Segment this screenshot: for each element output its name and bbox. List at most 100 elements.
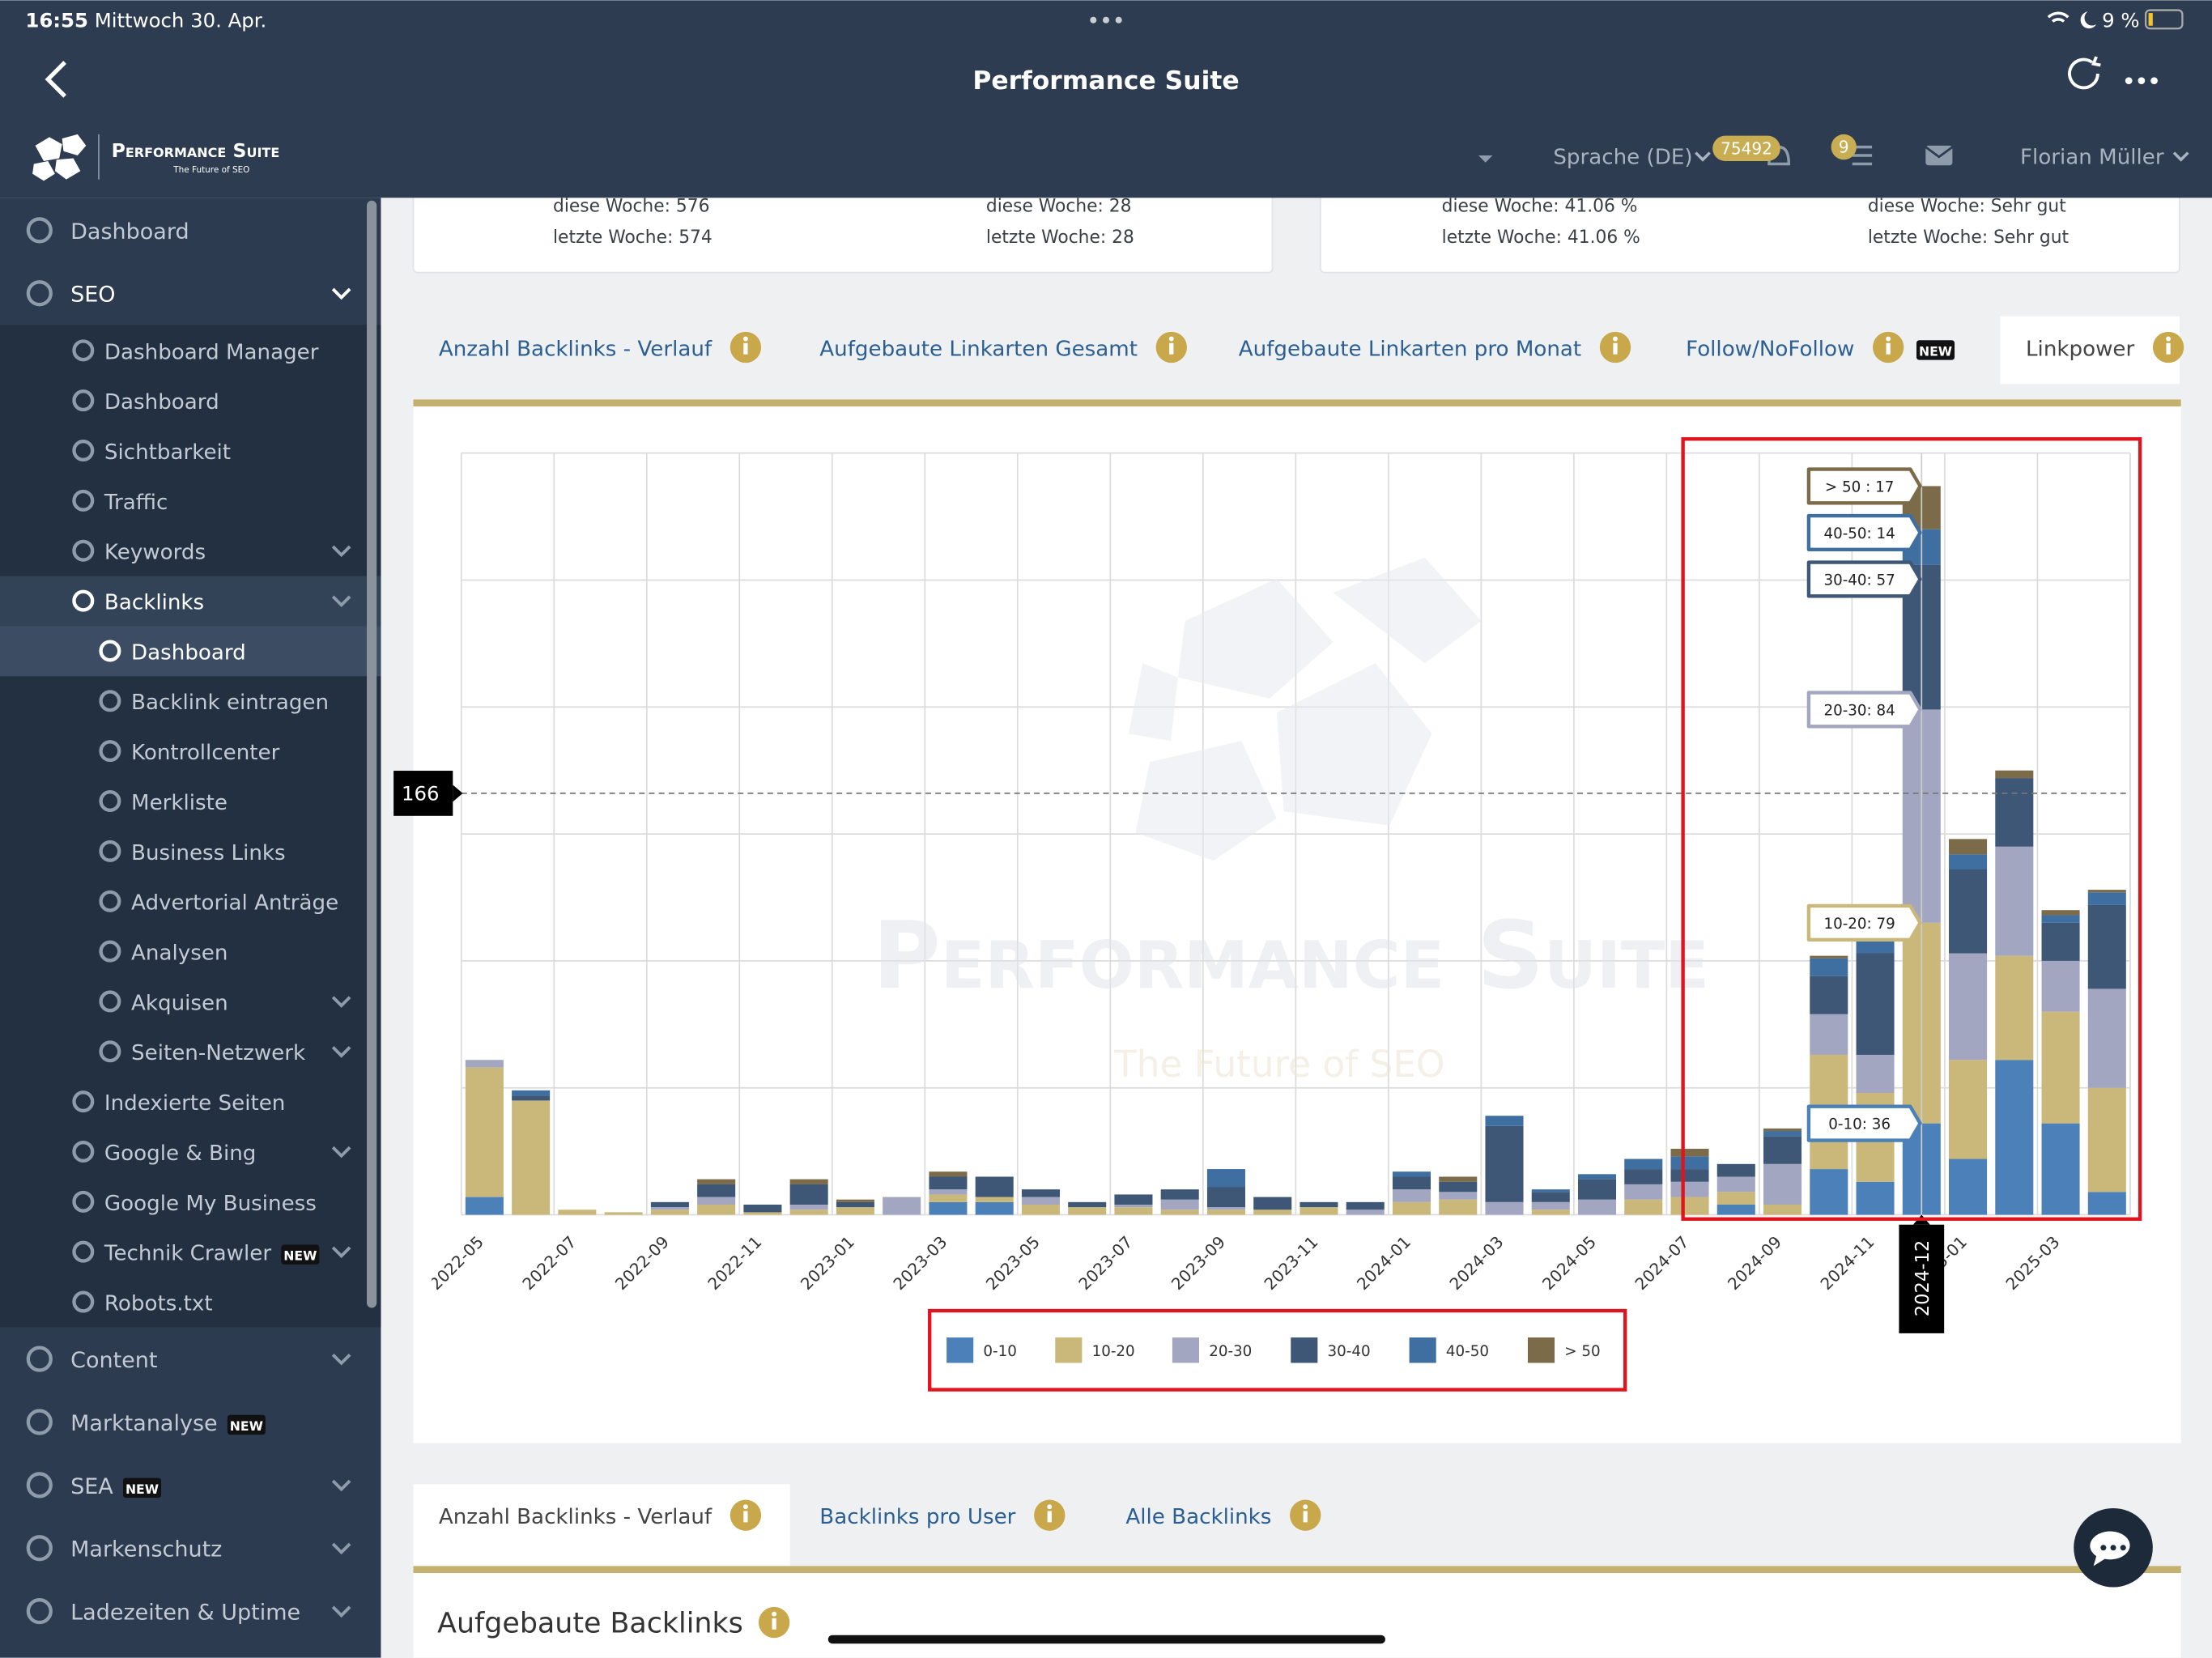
home-indicator — [827, 1635, 1385, 1644]
menu-item[interactable]: Advertorial Anträge — [131, 891, 338, 916]
menu-item[interactable]: Marktanalyse — [70, 1411, 218, 1436]
info-icon-stem — [1613, 342, 1618, 355]
menu-icon — [99, 740, 121, 763]
menu-item[interactable]: Kontrollcenter — [131, 741, 280, 765]
active-row-bg — [0, 626, 381, 677]
tab[interactable]: Backlinks pro User — [819, 1505, 1015, 1529]
task-badge — [1831, 134, 1857, 160]
tab[interactable]: Alle Backlinks — [1125, 1505, 1271, 1529]
bar-segment — [1670, 1169, 1709, 1182]
last-week: letzte Woche: 28 — [986, 227, 1134, 248]
reference-label-bg — [393, 771, 453, 816]
bar-segment — [1485, 1116, 1524, 1126]
bar-segment — [1300, 1207, 1338, 1215]
bar-segment — [512, 1100, 551, 1215]
mail-icon[interactable] — [1925, 145, 1953, 166]
menu-item[interactable]: Ladezeiten & Uptime — [70, 1601, 300, 1626]
bar-segment — [1995, 1060, 2034, 1215]
bar-segment — [2041, 915, 2080, 923]
bar-segment — [697, 1179, 736, 1184]
watermark-shape — [1276, 663, 1432, 826]
bar-segment — [1670, 1156, 1709, 1170]
back[interactable] — [45, 61, 66, 98]
menu-item[interactable]: Dashboard — [104, 390, 219, 414]
menu-item[interactable]: Analysen — [131, 942, 228, 966]
menu-item[interactable]: Indexierte Seiten — [104, 1091, 285, 1116]
bar-segment — [1716, 1204, 1755, 1215]
menu-item[interactable]: Backlinks — [104, 591, 204, 615]
tab[interactable]: Aufgebaute Linkarten pro Monat — [1239, 337, 1581, 361]
bar-segment — [1206, 1169, 1245, 1188]
tab[interactable]: Aufgebaute Linkarten Gesamt — [819, 337, 1138, 361]
last-week: letzte Woche: Sehr gut — [1868, 227, 2069, 248]
legend-label[interactable]: 20-30 — [1209, 1343, 1252, 1360]
this-week: diese Woche: Sehr gut — [1868, 197, 2066, 217]
notification-badge — [1712, 135, 1780, 161]
chevron — [331, 1542, 351, 1555]
menu-item[interactable]: Dashboard — [70, 219, 189, 244]
menu-item[interactable]: Markenschutz — [70, 1537, 222, 1562]
menu-item[interactable]: Sichtbarkeit — [104, 440, 231, 465]
tab[interactable]: Linkpower — [2026, 337, 2135, 361]
bar-segment — [1624, 1199, 1663, 1215]
bar-segment — [1206, 1207, 1245, 1210]
tab[interactable]: Anzahl Backlinks - Verlauf — [439, 1505, 713, 1529]
menu-item[interactable]: Merkliste — [131, 791, 228, 815]
menu-item[interactable]: Technik Crawler — [104, 1242, 271, 1266]
bar-segment — [1114, 1204, 1153, 1208]
bar-segment — [1810, 955, 1848, 959]
bar-segment — [1995, 955, 2034, 1061]
chevron — [2172, 151, 2189, 162]
tooltip-box — [1806, 691, 1922, 729]
bar-segment — [1253, 1197, 1292, 1210]
user-name[interactable]: Florian Müller — [2020, 145, 2164, 169]
battery — [2144, 9, 2184, 30]
chevron — [1695, 151, 1711, 162]
menu-item[interactable]: Robots.txt — [104, 1291, 213, 1316]
new-badge — [281, 1244, 320, 1265]
bar-segment — [1439, 1199, 1478, 1215]
menu-item[interactable]: SEA — [70, 1474, 113, 1499]
new-badge-text: NEW — [125, 1482, 159, 1497]
menu-item[interactable]: Google & Bing — [104, 1141, 256, 1166]
language[interactable]: Sprache (DE) — [1553, 145, 1692, 169]
bar-segment — [1114, 1207, 1153, 1215]
menu-item[interactable]: Content — [70, 1348, 157, 1373]
menu-item[interactable]: Seiten-Netzwerk — [131, 1041, 306, 1065]
chevron — [331, 595, 351, 608]
legend-label[interactable]: > 50 — [1564, 1343, 1600, 1360]
menu-item[interactable]: Business Links — [131, 841, 286, 865]
menu-item[interactable]: Dashboard — [131, 640, 246, 665]
reload[interactable] — [2068, 56, 2101, 90]
menu-item[interactable]: Traffic — [104, 491, 168, 515]
menu-item[interactable]: Backlink eintragen — [131, 691, 329, 715]
legend-label[interactable]: 30-40 — [1328, 1343, 1371, 1360]
tooltip-box — [1806, 1104, 1922, 1142]
watermark-shape — [1128, 663, 1178, 742]
bar-segment — [1577, 1174, 1617, 1180]
legend-label[interactable]: 0-10 — [983, 1343, 1017, 1360]
legend-label[interactable]: 40-50 — [1446, 1343, 1489, 1360]
tab-active-bg — [413, 1484, 790, 1567]
menu-item[interactable]: Akquisen — [131, 991, 228, 1015]
tooltip-label: 30-40: 57 — [1823, 572, 1895, 589]
chat-icon — [2090, 1531, 2130, 1567]
menu-item[interactable]: Dashboard Manager — [104, 340, 319, 364]
chat-icon-dot — [2110, 1545, 2116, 1551]
bar-segment — [1716, 1192, 1755, 1205]
tab[interactable]: Anzahl Backlinks - Verlauf — [439, 337, 713, 361]
bar-segment — [1160, 1209, 1199, 1215]
menu-item[interactable]: Keywords — [104, 541, 206, 565]
menu-icon — [72, 539, 95, 562]
menu-icon — [99, 640, 121, 662]
tab[interactable]: Follow/NoFollow — [1686, 337, 1854, 361]
logo-shape — [32, 160, 55, 181]
menu-item[interactable]: SEO — [70, 283, 115, 308]
bar-segment — [2041, 960, 2080, 1012]
legend-label[interactable]: 10-20 — [1092, 1343, 1135, 1360]
menu-icon — [99, 990, 121, 1013]
menu-item[interactable]: Google My Business — [104, 1192, 317, 1216]
bar-segment — [929, 1176, 968, 1190]
highlight-box — [1681, 437, 2142, 1221]
